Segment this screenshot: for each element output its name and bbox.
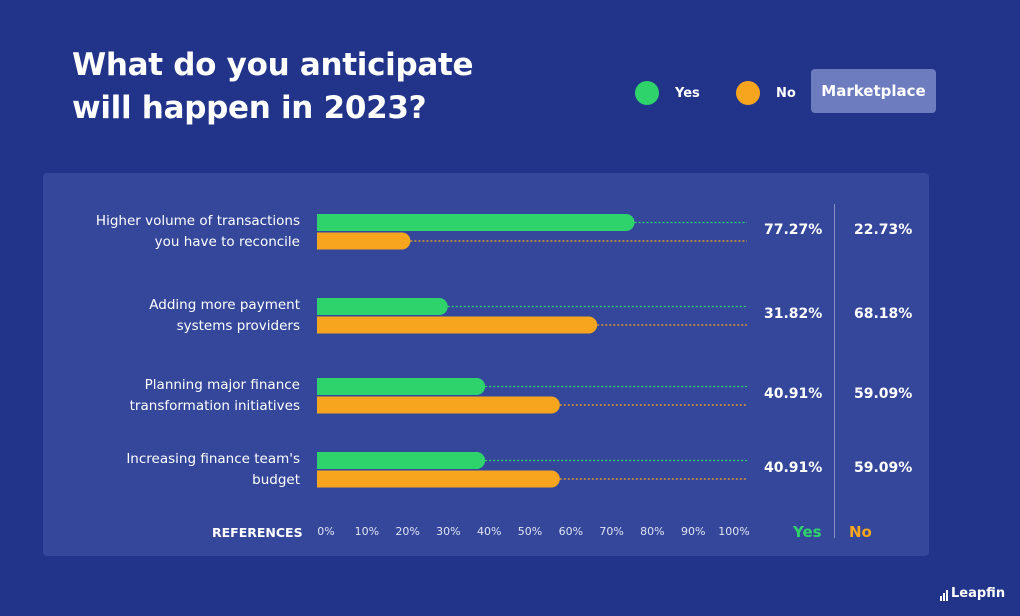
pct-no-3: 59.09%	[854, 460, 913, 476]
leapfin-logo: Leapfin	[940, 586, 1005, 601]
x-tick-label: 30%	[436, 525, 461, 538]
brand-name: Leapfin	[951, 586, 1006, 601]
title-line-2: will happen in 2023?	[72, 90, 427, 126]
chart-title: What do you anticipate will happen in 20…	[72, 44, 492, 130]
pct-yes-1: 31.82%	[764, 306, 823, 322]
pct-no-2: 59.09%	[854, 386, 913, 402]
bar-yes-2	[317, 378, 486, 395]
x-tick-label: 70%	[599, 525, 624, 538]
bar-no-3	[317, 470, 560, 488]
category-label-3: Increasing finance team's budget	[0, 449, 300, 491]
pct-yes-3: 40.91%	[764, 460, 823, 476]
legend-yes-label: Yes	[675, 85, 700, 101]
category-label-line: Adding more payment	[149, 297, 300, 313]
x-tick-label: 50%	[517, 525, 543, 538]
chart-panel	[43, 173, 929, 556]
yes-column-header: Yes	[793, 523, 822, 541]
marketplace-tag: Marketplace	[811, 69, 936, 113]
pct-no-0: 22.73%	[854, 222, 913, 238]
bar-yes-1	[317, 298, 448, 315]
bar-no-0	[317, 232, 411, 250]
category-label-line: Higher volume of transactions	[95, 213, 300, 229]
category-label-line: systems providers	[176, 318, 300, 334]
x-tick-label: 20%	[395, 525, 420, 538]
x-tick-label: 80%	[640, 525, 665, 538]
no-column-header: No	[849, 523, 872, 541]
legend-no-label: No	[776, 85, 796, 101]
category-label-line: Increasing finance team's	[126, 451, 300, 467]
bar-no-2	[317, 396, 560, 414]
brand-bars-icon	[940, 590, 949, 601]
x-tick-label: 100%	[718, 525, 750, 538]
category-label-line: transformation initiatives	[129, 398, 300, 414]
category-label-0: Higher volume of transactions you have to…	[0, 211, 300, 253]
pct-yes-2: 40.91%	[764, 386, 823, 402]
pct-yes-0: 77.27%	[764, 222, 823, 238]
bar-no-1	[317, 316, 598, 334]
category-label-line: Planning major finance	[144, 377, 300, 393]
x-tick-label: 90%	[680, 525, 706, 538]
bar-yes-0	[317, 214, 635, 231]
x-tick-label: 10%	[354, 525, 380, 538]
pct-no-1: 68.18%	[854, 306, 913, 322]
category-label-line: budget	[252, 472, 300, 488]
legend-yes-dot-icon	[635, 81, 659, 105]
category-label-line: you have to reconcile	[154, 234, 300, 250]
references-label: REFERENCES	[212, 525, 303, 540]
category-label-1: Adding more payment systems providers	[0, 295, 300, 337]
x-tick-label: 60%	[558, 525, 584, 538]
bar-yes-3	[317, 452, 486, 469]
legend-yes: Yes	[635, 79, 700, 107]
legend-no-dot-icon	[736, 81, 760, 105]
legend-no: No	[736, 79, 796, 107]
x-tick-label: 40%	[476, 525, 502, 538]
x-tick-label: 0%	[317, 525, 335, 538]
column-divider	[834, 204, 835, 538]
category-label-2: Planning major finance transformation ini…	[0, 375, 300, 417]
title-line-1: What do you anticipate	[72, 47, 474, 83]
